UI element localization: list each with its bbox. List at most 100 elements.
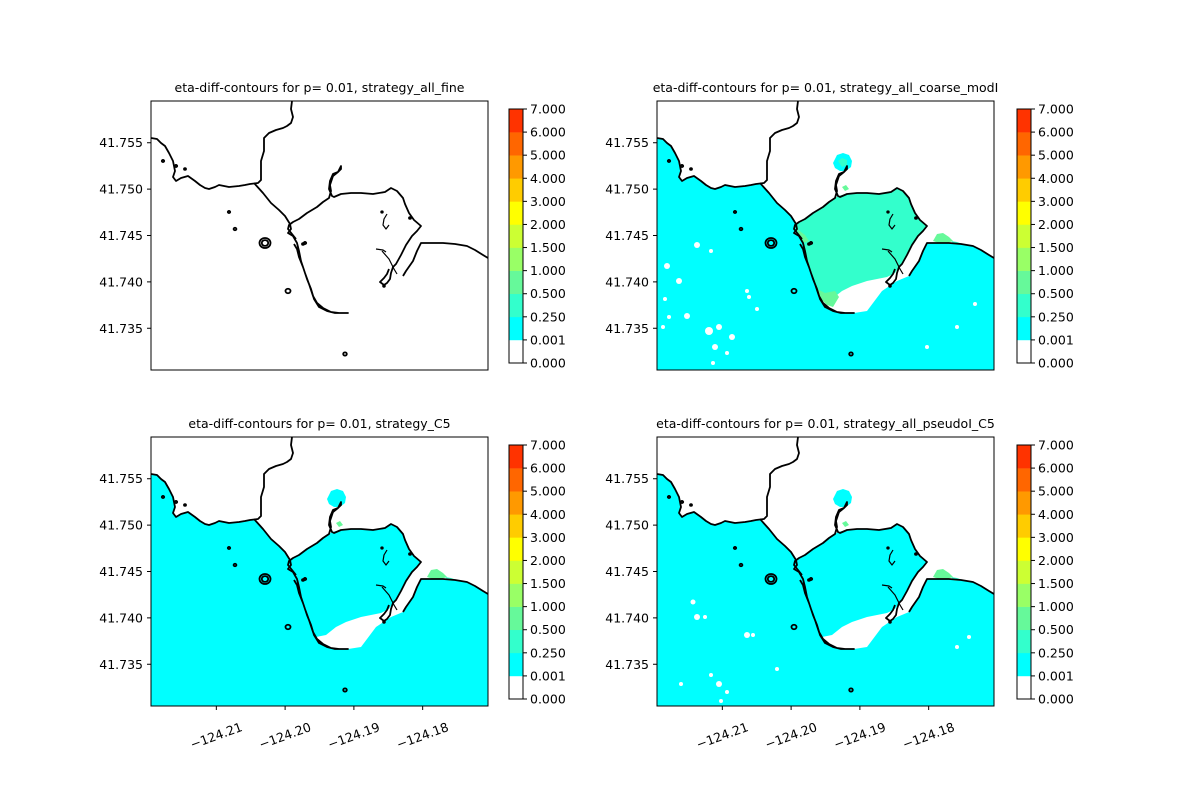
y-tick-label: 41.740 bbox=[99, 274, 143, 289]
colorbar-tick-label: 2.000 bbox=[530, 217, 566, 232]
colorbar-segment bbox=[1017, 537, 1031, 561]
colorbar-segment bbox=[509, 468, 523, 492]
colorbar-segment bbox=[1017, 629, 1031, 654]
x-tick-label: −124.18 bbox=[394, 719, 450, 752]
colorbar-tick-label: 7.000 bbox=[530, 102, 566, 117]
dry-speck bbox=[719, 699, 723, 703]
dry-speck bbox=[716, 681, 722, 687]
colorbar-segment bbox=[509, 224, 523, 248]
colorbar-segment bbox=[509, 155, 523, 179]
colorbar-tick-label: 0.500 bbox=[530, 286, 566, 301]
contour-fill-1 bbox=[657, 138, 994, 370]
dry-speck bbox=[747, 295, 751, 299]
colorbar-tick-label: 1.000 bbox=[530, 599, 566, 614]
colorbar-tick-label: 0.250 bbox=[530, 645, 566, 660]
colorbar-segment bbox=[509, 293, 523, 318]
colorbar-segment bbox=[1017, 652, 1031, 677]
y-tick-label: 41.750 bbox=[605, 182, 649, 197]
colorbar-tick-label: 4.000 bbox=[530, 507, 566, 522]
colorbar: 0.000 0.001 0.250 0.500 1.000 1.500 2.000 3.000… bbox=[1016, 438, 1074, 707]
colorbar-segment bbox=[1017, 316, 1031, 341]
dry-speck bbox=[755, 307, 759, 311]
colorbar-segment bbox=[1017, 293, 1031, 318]
contour-fill-5 bbox=[336, 521, 343, 527]
colorbar-segment bbox=[1017, 270, 1031, 295]
colorbar-tick-label: 1.000 bbox=[1038, 599, 1074, 614]
dry-speck bbox=[709, 673, 713, 677]
coastline bbox=[151, 101, 488, 357]
panel-title: eta-diff-contours for p= 0.01, strategy_… bbox=[656, 416, 995, 431]
contour-fill-7 bbox=[842, 185, 849, 191]
colorbar: 0.000 0.001 0.250 0.500 1.000 1.500 2.000 3.000… bbox=[1016, 102, 1074, 371]
colorbar-tick-label: 0.000 bbox=[530, 692, 566, 707]
colorbar-segment bbox=[1017, 445, 1031, 469]
colorbar-frame bbox=[1016, 108, 1032, 364]
colorbar-segment bbox=[509, 606, 523, 631]
contour-fill-3 bbox=[817, 289, 839, 307]
dry-speck bbox=[712, 344, 718, 350]
colorbar-tick-label: 7.000 bbox=[1038, 102, 1074, 117]
colorbar-tick-label: 1.000 bbox=[530, 263, 566, 278]
colorbar-tick-label: 0.001 bbox=[530, 332, 566, 347]
colorbar-segment bbox=[509, 445, 523, 469]
x-tick-label: −124.20 bbox=[763, 719, 819, 752]
y-tick-label: 41.755 bbox=[605, 135, 649, 150]
colorbar-tick-label: 2.000 bbox=[1038, 553, 1074, 568]
colorbar-tick-label: 4.000 bbox=[1038, 171, 1074, 186]
colorbar-tick-label: 3.000 bbox=[1038, 530, 1074, 545]
colorbar-segment bbox=[509, 514, 523, 538]
map-area bbox=[657, 101, 994, 370]
y-tick-label: 41.745 bbox=[99, 564, 143, 579]
dry-speck bbox=[663, 297, 667, 301]
colorbar-tick-label: 1.500 bbox=[530, 240, 566, 255]
dry-speck bbox=[703, 615, 707, 619]
dry-speck bbox=[709, 249, 713, 253]
y-tick-label: 41.750 bbox=[605, 518, 649, 533]
colorbar-tick-label: 1.500 bbox=[1038, 576, 1074, 591]
colorbar: 0.000 0.001 0.250 0.500 1.000 1.500 2.000 3.000… bbox=[508, 438, 566, 707]
x-tick-label: −124.21 bbox=[694, 719, 750, 752]
colorbar-tick-label: 1.000 bbox=[1038, 263, 1074, 278]
y-tick-label: 41.745 bbox=[605, 228, 649, 243]
map-area bbox=[151, 437, 488, 706]
colorbar-tick-label: 7.000 bbox=[1038, 438, 1074, 453]
panel-1: eta-diff-contours for p= 0.01, strategy_… bbox=[99, 80, 566, 371]
contour-fill-6 bbox=[427, 569, 447, 579]
colorbar-tick-label: 0.500 bbox=[1038, 622, 1074, 637]
dry-speck bbox=[705, 327, 713, 335]
dry-speck bbox=[967, 635, 971, 639]
colorbar-tick-label: 0.001 bbox=[1038, 332, 1074, 347]
x-tick-label: −124.19 bbox=[832, 719, 888, 752]
colorbar-segment bbox=[509, 316, 523, 341]
y-tick-label: 41.735 bbox=[605, 657, 649, 672]
colorbar-tick-label: 3.000 bbox=[1038, 194, 1074, 209]
dry-speck bbox=[694, 242, 700, 248]
colorbar-tick-label: 5.000 bbox=[1038, 484, 1074, 499]
colorbar-segment bbox=[509, 270, 523, 295]
dry-speck bbox=[973, 302, 977, 306]
y-tick-label: 41.755 bbox=[99, 135, 143, 150]
colorbar-tick-label: 6.000 bbox=[530, 461, 566, 476]
dry-speck bbox=[676, 278, 682, 284]
colorbar-frame bbox=[508, 444, 524, 700]
dry-speck bbox=[725, 351, 729, 355]
colorbar-tick-label: 3.000 bbox=[530, 194, 566, 209]
dry-speck bbox=[684, 313, 690, 319]
colorbar-tick-label: 0.000 bbox=[530, 356, 566, 371]
x-tick-label: −124.19 bbox=[326, 719, 382, 752]
contour-fill-6 bbox=[838, 158, 847, 167]
coastline bbox=[151, 437, 488, 693]
panel-4: eta-diff-contours for p= 0.01, strategy_… bbox=[605, 416, 1074, 752]
x-tick-label: −124.20 bbox=[257, 719, 313, 752]
colorbar-segment bbox=[509, 491, 523, 515]
panel-title: eta-diff-contours for p= 0.01, strategy_… bbox=[653, 80, 999, 95]
colorbar-frame bbox=[508, 108, 524, 364]
dry-speck bbox=[661, 325, 665, 329]
colorbar-segment bbox=[1017, 178, 1031, 202]
colorbar-segment bbox=[1017, 132, 1031, 156]
colorbar: 0.000 0.001 0.250 0.500 1.000 1.500 2.000 3.000… bbox=[508, 102, 566, 371]
colorbar-segment bbox=[509, 629, 523, 654]
contour-fill-4 bbox=[332, 494, 341, 503]
colorbar-tick-label: 0.250 bbox=[530, 309, 566, 324]
colorbar-tick-label: 3.000 bbox=[530, 530, 566, 545]
